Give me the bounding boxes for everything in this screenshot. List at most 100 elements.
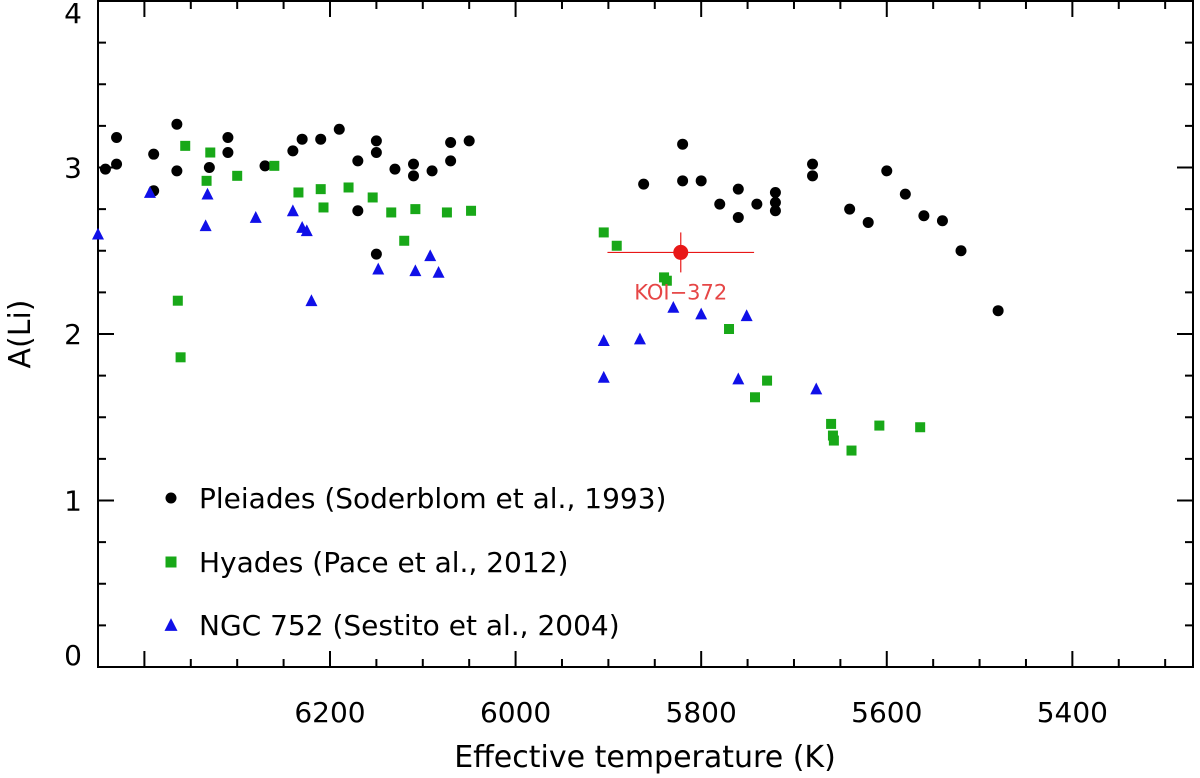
x-axis-title: Effective temperature (K) xyxy=(454,740,836,775)
pleiades-point xyxy=(918,210,930,222)
legend-pleiades-label: Pleiades (Soderblom et al., 1993) xyxy=(199,482,666,515)
y-tick-label: 4 xyxy=(64,0,82,30)
ngc752-point xyxy=(249,211,262,223)
pleiades-point xyxy=(807,158,819,170)
legend-ngc752-marker xyxy=(164,618,178,631)
pleiades-point xyxy=(259,160,271,172)
hyades-point xyxy=(180,140,191,151)
y-tick-label: 3 xyxy=(64,152,82,185)
pleiades-point xyxy=(751,198,763,210)
hyades-point xyxy=(205,147,216,158)
pleiades-point xyxy=(99,163,111,175)
hyades-point xyxy=(175,352,186,363)
x-tick-label: 6200 xyxy=(294,696,365,729)
highlight-point-group: KOI−372 xyxy=(607,232,755,304)
hyades-point xyxy=(343,182,354,193)
pleiades-point xyxy=(844,203,856,215)
pleiades-point xyxy=(732,211,744,223)
hyades-point xyxy=(269,160,280,171)
pleiades-point xyxy=(370,135,382,147)
ngc752-point xyxy=(305,294,318,307)
pleiades-point xyxy=(111,132,123,144)
y-tick-label: 0 xyxy=(64,639,82,672)
ngc752-point xyxy=(597,370,610,383)
hyades-point xyxy=(410,204,421,215)
pleiades-point xyxy=(222,132,234,144)
hyades-point xyxy=(611,240,622,251)
ngc752-point xyxy=(201,187,214,200)
ngc752-point xyxy=(667,300,680,313)
pleiades-point xyxy=(315,133,327,145)
legend-ngc752-label: NGC 752 (Sestito et al., 2004) xyxy=(199,609,620,642)
hyades-point xyxy=(828,435,839,446)
highlight-point xyxy=(673,244,689,260)
hyades-point xyxy=(598,227,609,238)
legend: Pleiades (Soderblom et al., 1993) Hyades … xyxy=(164,482,666,642)
hyades-point xyxy=(367,192,378,203)
pleiades-point xyxy=(445,137,457,149)
hyades-point xyxy=(826,418,837,429)
pleiades-point xyxy=(352,205,364,217)
pleiades-point xyxy=(955,245,967,257)
pleiades-point xyxy=(992,305,1004,317)
axis-tick-labels: 6200 6000 5800 5600 5400 0 1 2 3 4 xyxy=(64,0,1108,729)
pleiades-point xyxy=(370,248,382,260)
legend-hyades-label: Hyades (Pace et al., 2012) xyxy=(199,546,568,579)
data-points xyxy=(92,118,1004,456)
ngc752-point xyxy=(409,264,422,277)
pleiades-point xyxy=(171,165,183,177)
hyades-point xyxy=(293,187,304,198)
pleiades-point xyxy=(881,165,893,177)
ngc752-point xyxy=(732,372,745,385)
hyades-point xyxy=(386,207,397,218)
pleiades-point xyxy=(445,155,457,167)
pleiades-point xyxy=(370,147,382,159)
pleiades-point xyxy=(426,165,438,177)
pleiades-point xyxy=(862,216,874,228)
hyades-point xyxy=(318,202,329,213)
legend-pleiades-marker xyxy=(165,492,177,504)
ngc752-point xyxy=(597,334,610,347)
pleiades-point xyxy=(899,188,911,200)
pleiades-point xyxy=(638,178,650,190)
axis-ticks xyxy=(98,0,1193,668)
pleiades-point xyxy=(677,175,689,187)
pleiades-point xyxy=(807,170,819,182)
ngc752-point xyxy=(695,307,708,320)
pleiades-point xyxy=(171,118,183,130)
pleiades-point xyxy=(463,135,475,147)
pleiades-point xyxy=(111,158,123,170)
pleiades-point xyxy=(408,170,420,182)
hyades-point xyxy=(762,375,773,386)
pleiades-point xyxy=(203,162,215,173)
pleiades-point xyxy=(352,155,364,167)
hyades-point xyxy=(441,207,452,218)
hyades-point xyxy=(466,205,477,216)
hyades-point xyxy=(724,324,735,335)
pleiades-point xyxy=(695,175,707,187)
pleiades-point xyxy=(677,138,689,150)
x-tick-label: 5800 xyxy=(666,696,737,729)
hyades-point xyxy=(915,422,926,433)
y-axis-title: A(Li) xyxy=(3,300,38,369)
ngc752-point xyxy=(199,219,212,232)
pleiades-point xyxy=(769,205,781,217)
pleiades-point xyxy=(222,147,234,159)
pleiades-point xyxy=(287,145,299,157)
ngc752-point xyxy=(633,332,646,345)
pleiades-point xyxy=(714,198,726,210)
hyades-point xyxy=(399,235,410,246)
pleiades-point xyxy=(408,158,420,170)
pleiades-point xyxy=(333,123,345,135)
ngc752-point xyxy=(92,227,104,240)
x-tick-label: 6000 xyxy=(480,696,551,729)
x-tick-label: 5400 xyxy=(1037,696,1108,729)
hyades-point xyxy=(661,275,672,286)
hyades-point xyxy=(232,170,243,181)
hyades-point xyxy=(201,175,212,186)
ngc752-point xyxy=(372,262,385,275)
pleiades-point xyxy=(936,215,948,227)
hyades-point xyxy=(846,445,857,456)
highlight-label: KOI−372 xyxy=(634,280,727,304)
